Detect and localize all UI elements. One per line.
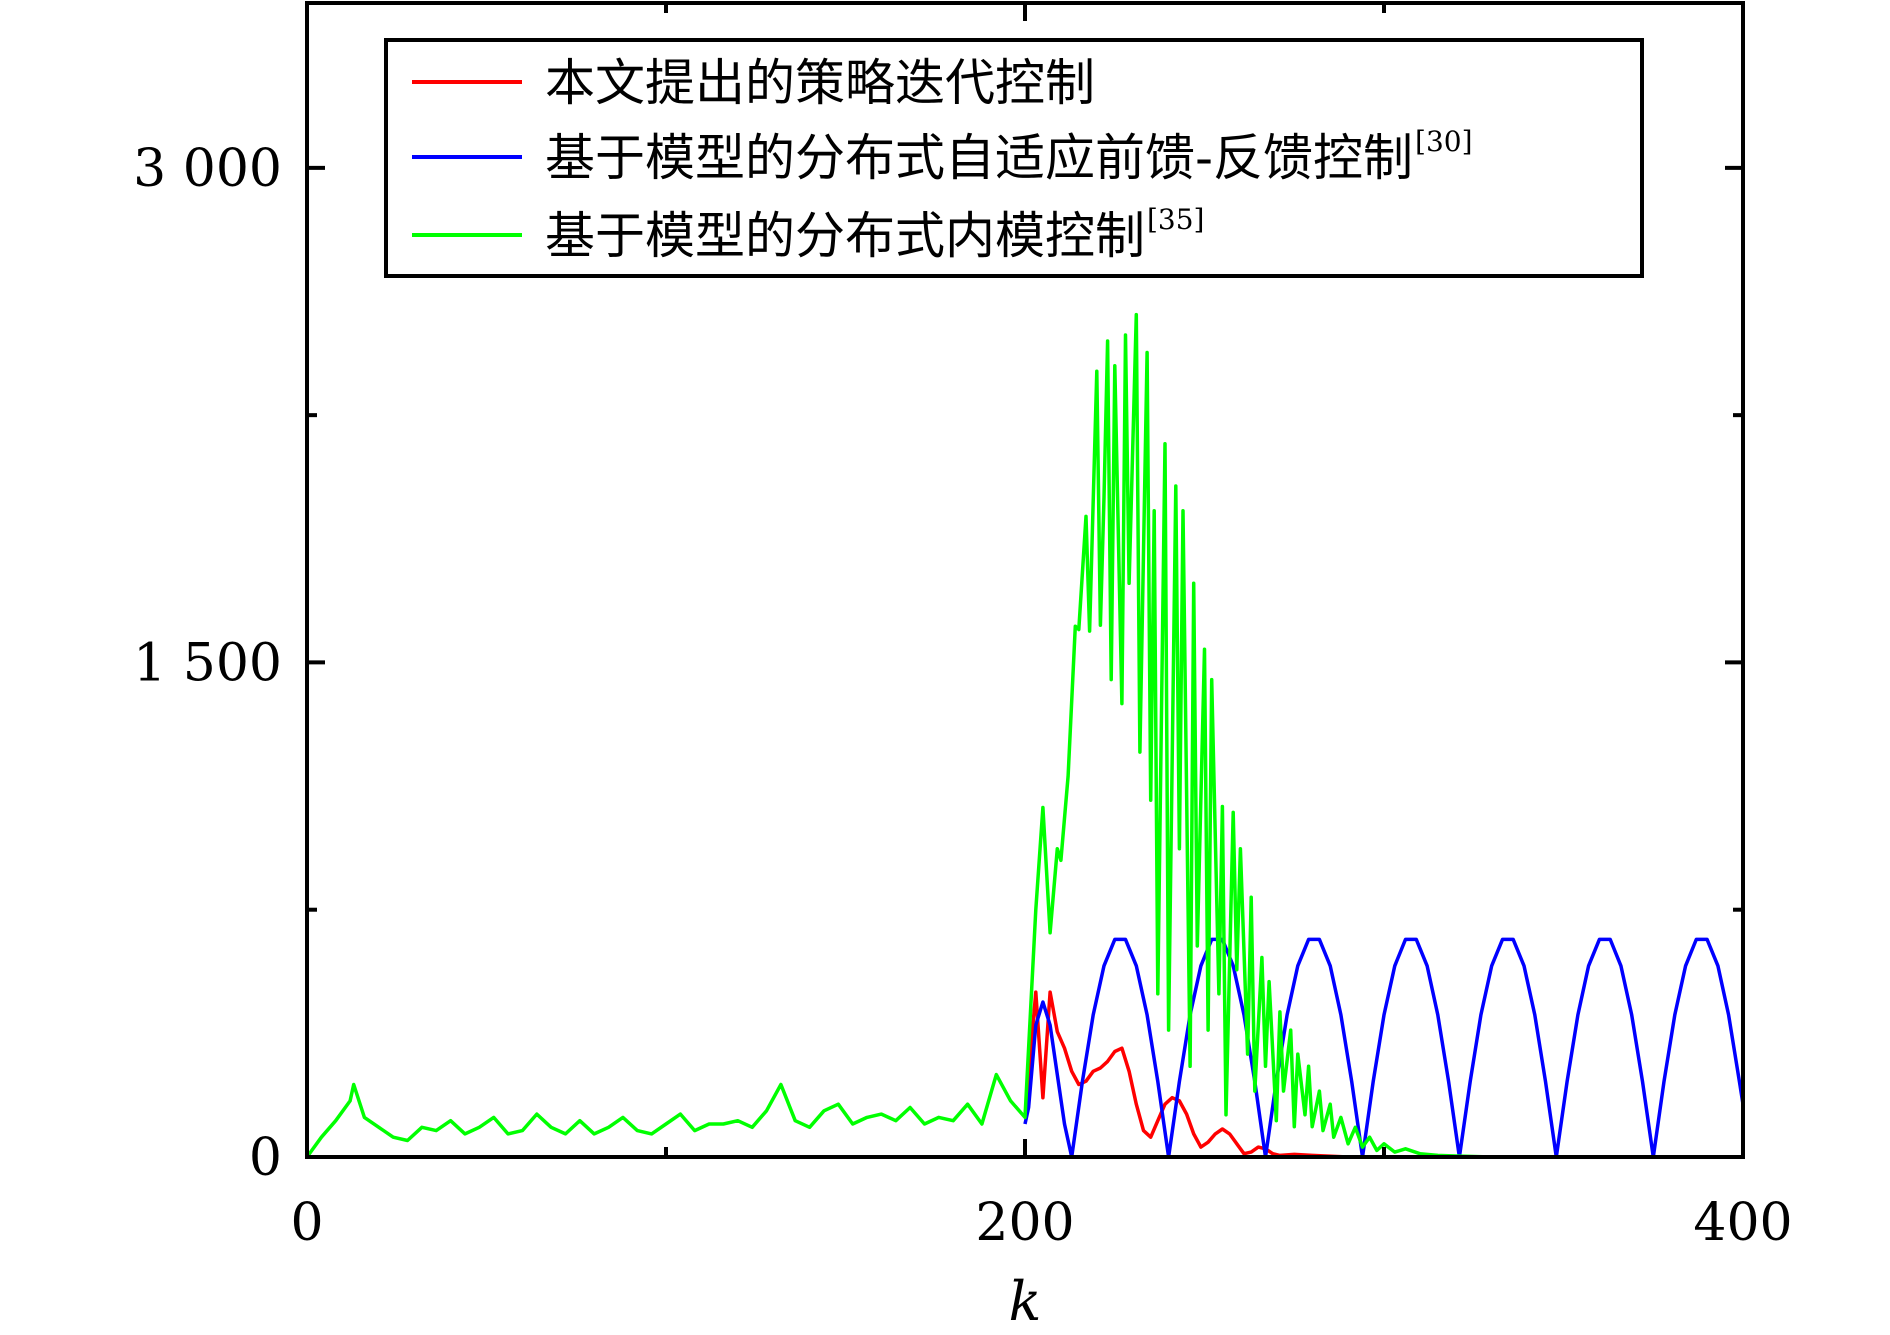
legend-item-1: 本文提出的策略迭代控制 <box>412 54 1095 112</box>
legend-item-3: 基于模型的分布式内模控制 [35] <box>412 203 1204 265</box>
x-tick-label: 200 <box>975 1193 1074 1253</box>
series-layer <box>305 312 1745 1159</box>
legend-item-2: 基于模型的分布式自适应前馈-反馈控制 [30] <box>412 125 1473 187</box>
y-tick-label: 1 500 <box>133 633 282 693</box>
legend-label: 基于模型的分布式内模控制 <box>545 207 1145 265</box>
series-line-2 <box>1023 937 1745 1159</box>
x-tick-label: 400 <box>1693 1193 1792 1253</box>
series-line-3 <box>305 312 1743 1159</box>
legend-reference: [30] <box>1415 125 1472 158</box>
y-tick-label: 3 000 <box>133 139 282 199</box>
legend-box <box>384 38 1644 278</box>
legend-label: 本文提出的策略迭代控制 <box>545 54 1095 112</box>
legend-reference: [35] <box>1147 203 1204 236</box>
x-tick-label: 0 <box>290 1193 323 1253</box>
x-axis-label: k <box>1009 1270 1042 1333</box>
y-tick-label: 0 <box>249 1128 282 1188</box>
legend-label: 基于模型的分布式自适应前馈-反馈控制 <box>545 129 1413 187</box>
tick-layer: 0 200 400 0 1 500 3 000 <box>133 3 1793 1253</box>
